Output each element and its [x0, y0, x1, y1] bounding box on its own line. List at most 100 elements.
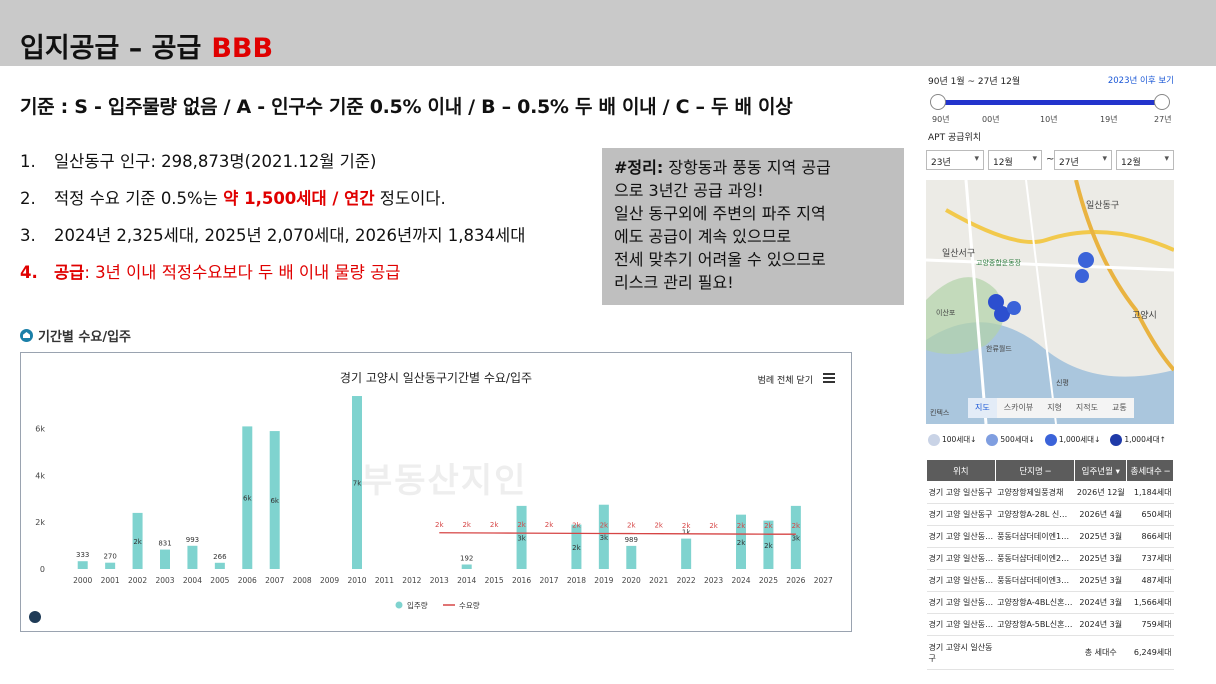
cell-units: 650세대 [1126, 503, 1174, 526]
x-tick-label: 2019 [594, 576, 613, 585]
demand-data-label: 2k [490, 521, 499, 529]
supply-bar [763, 520, 774, 569]
pin-legend: 100세대↓ 500세대↓ 1,000세대↓ 1,000세대↑ [928, 434, 1176, 446]
chart-plot: 0 2k 4k 6k 2000 333 2001 270 2002 2k 2003 831 2004 99… [35, 396, 833, 610]
map-tab-map[interactable]: 지도 [968, 398, 997, 418]
cell-location: 경기 고양 일산동… [926, 547, 996, 570]
x-tick-label: 2009 [320, 576, 339, 585]
cell-location: 경기 고양 일산동구 [926, 503, 996, 526]
demand-data-label: 2k [654, 522, 663, 530]
table-row[interactable]: 경기 고양 일산동… 풍동더샵더데이엔1… 2025년 3월 866세대 [926, 525, 1174, 548]
map-canvas [926, 180, 1174, 424]
pin-legend-label: 100세대↓ [942, 435, 977, 444]
watermark-logo: 부동산지인 [361, 461, 528, 501]
note-line: 에도 공급이 계속 있으므로 [614, 227, 792, 246]
slider-end-handle[interactable] [1154, 94, 1170, 110]
list-text: 일산동구 인구: 298,873명(2021.12월 기준) [54, 152, 377, 171]
list-text: 2024년 2,325세대, 2025년 2,070세대, 2026년까지 1,… [54, 226, 526, 245]
cell-units: 487세대 [1126, 569, 1174, 592]
col-header-location[interactable]: 위치 [926, 459, 996, 482]
note-line: 일산 동구외에 주변의 파주 지역 [614, 204, 826, 223]
y-tick-label: 0 [40, 565, 45, 574]
cell-complex: 풍동더샵더데이엔2… [995, 547, 1075, 570]
supply-data-label: 333 [76, 551, 89, 559]
map-tab-cadastral[interactable]: 지적도 [1075, 403, 1099, 412]
table-row[interactable]: 경기 고양 일산동… 고양장항A-4BL신혼… 2024년 3월 1,566세대 [926, 591, 1174, 614]
from-year-select[interactable]: 23년 [926, 150, 984, 170]
legend-toggle-button[interactable]: 범례 전체 닫기 [757, 376, 813, 386]
period-slider[interactable] [930, 94, 1170, 110]
map-tabs: 지도 스카이뷰 지형 지적도 교통 [968, 398, 1134, 418]
x-tick-label: 2022 [677, 576, 696, 585]
table-row[interactable]: 경기 고양 일산동구 고양장항제일풍경채 2026년 12월 1,184세대 [926, 481, 1174, 504]
table-row[interactable]: 경기 고양 일산동구 고양장항A-28L 신… 2026년 4월 650세대 [926, 503, 1174, 526]
x-tick-label: 2020 [622, 576, 641, 585]
list-text: : 3년 이내 적정수요보다 두 배 이내 물량 공급 [84, 263, 401, 282]
x-tick-label: 2024 [731, 576, 750, 585]
chart-menu-icon[interactable] [823, 373, 835, 383]
chart-title: 경기 고양시 일산동구기간별 수요/입주 [339, 371, 533, 385]
demand-data-label: 2k [517, 521, 526, 529]
from-month-select[interactable]: 12월 [988, 150, 1042, 170]
cell-complex: 고양장항A-28L 신… [995, 503, 1075, 526]
supply-bar [626, 545, 637, 569]
range-link[interactable]: 2023년 이후 보기 [1107, 76, 1174, 86]
supply-bar [214, 562, 225, 569]
table-row[interactable]: 경기 고양 일산동… 풍동더샵더데이엔3… 2025년 3월 487세대 [926, 569, 1174, 592]
note-tag: #정리: [614, 158, 664, 177]
table-row[interactable]: 경기 고양 일산동… 고양장항A-5BL신혼… 2024년 3월 759세대 [926, 613, 1174, 636]
pin-large-icon [1044, 434, 1057, 446]
x-tick-label: 2000 [73, 576, 92, 585]
note-line: 전세 맞추기 어려울 수 있으므로 [614, 250, 826, 269]
col-header-complex[interactable]: 단지명 ─ [994, 459, 1076, 482]
supply-bar [77, 561, 88, 569]
cell-move-in: 2024년 3월 [1074, 613, 1127, 636]
supply-data-label: 270 [103, 553, 116, 561]
supply-data-label: 3k [517, 534, 526, 542]
supply-bar [132, 512, 143, 569]
legend-supply-marker [395, 601, 403, 609]
total-value: 6,249세대 [1126, 635, 1174, 670]
list-text: 적정 수요 기준 0.5%는 [54, 189, 224, 208]
demand-data-label: 2k [545, 521, 554, 529]
map-tab-skyview[interactable]: 스카이뷰 [1003, 403, 1034, 412]
list-text: 정도이다. [374, 189, 446, 208]
supply-data-label: 1k [682, 529, 691, 537]
legend-demand-label: 수요량 [459, 601, 480, 610]
x-tick-label: 2017 [539, 576, 558, 585]
demand-data-label: 2k [737, 522, 746, 530]
map-tab-traffic[interactable]: 교통 [1112, 403, 1127, 412]
supply-data-label: 6k [270, 497, 279, 505]
list-item: 2. 적정 수요 기준 0.5%는 약 1,500세대 / 연간 정도이다. [20, 185, 600, 222]
col-header-move-in[interactable]: 입주년월 ▾ [1074, 459, 1128, 482]
x-tick-label: 2012 [402, 576, 421, 585]
map-label: 한류월드 [986, 345, 1012, 353]
x-tick-label: 2023 [704, 576, 723, 585]
total-empty [995, 635, 1075, 670]
slider-tick: 90년 [932, 115, 950, 124]
x-tick-label: 2006 [238, 576, 257, 585]
apt-map[interactable]: 일산동구 일산서구 고양종합운동장 이산포 한류월드 고양시 신평 킨텍스 지도… [926, 180, 1174, 424]
supply-data-label: 192 [460, 555, 473, 563]
demand-data-label: 2k [572, 521, 581, 529]
slider-start-handle[interactable] [930, 94, 946, 110]
y-tick-label: 2k [35, 518, 45, 527]
legend-supply-label: 입주량 [407, 601, 428, 610]
criteria-line: 기준 : S - 입주물량 없음 / A - 인구수 기준 0.5% 이내 / … [20, 96, 793, 118]
map-tab-terrain[interactable]: 지형 [1047, 403, 1062, 412]
slider-tick: 27년 [1154, 115, 1172, 124]
to-month-select[interactable]: 12월 [1116, 150, 1174, 170]
cell-location: 경기 고양 일산동… [926, 525, 996, 548]
table-row[interactable]: 경기 고양 일산동… 풍동더샵더데이엔2… 2025년 3월 737세대 [926, 547, 1174, 570]
note-line: 장항동과 풍동 지역 공급 [668, 158, 831, 177]
to-year-select[interactable]: 27년 [1054, 150, 1112, 170]
x-tick-label: 2015 [485, 576, 504, 585]
col-header-units[interactable]: 총세대수 ─ [1126, 459, 1174, 482]
apt-location-label: APT 공급위치 [928, 133, 982, 143]
supply-data-label: 3k [792, 534, 801, 542]
cell-move-in: 2025년 3월 [1074, 547, 1127, 570]
demand-line [439, 532, 796, 535]
supply-bar [736, 514, 746, 569]
demand-data-label: 2k [462, 521, 471, 529]
supply-bar [352, 396, 362, 569]
